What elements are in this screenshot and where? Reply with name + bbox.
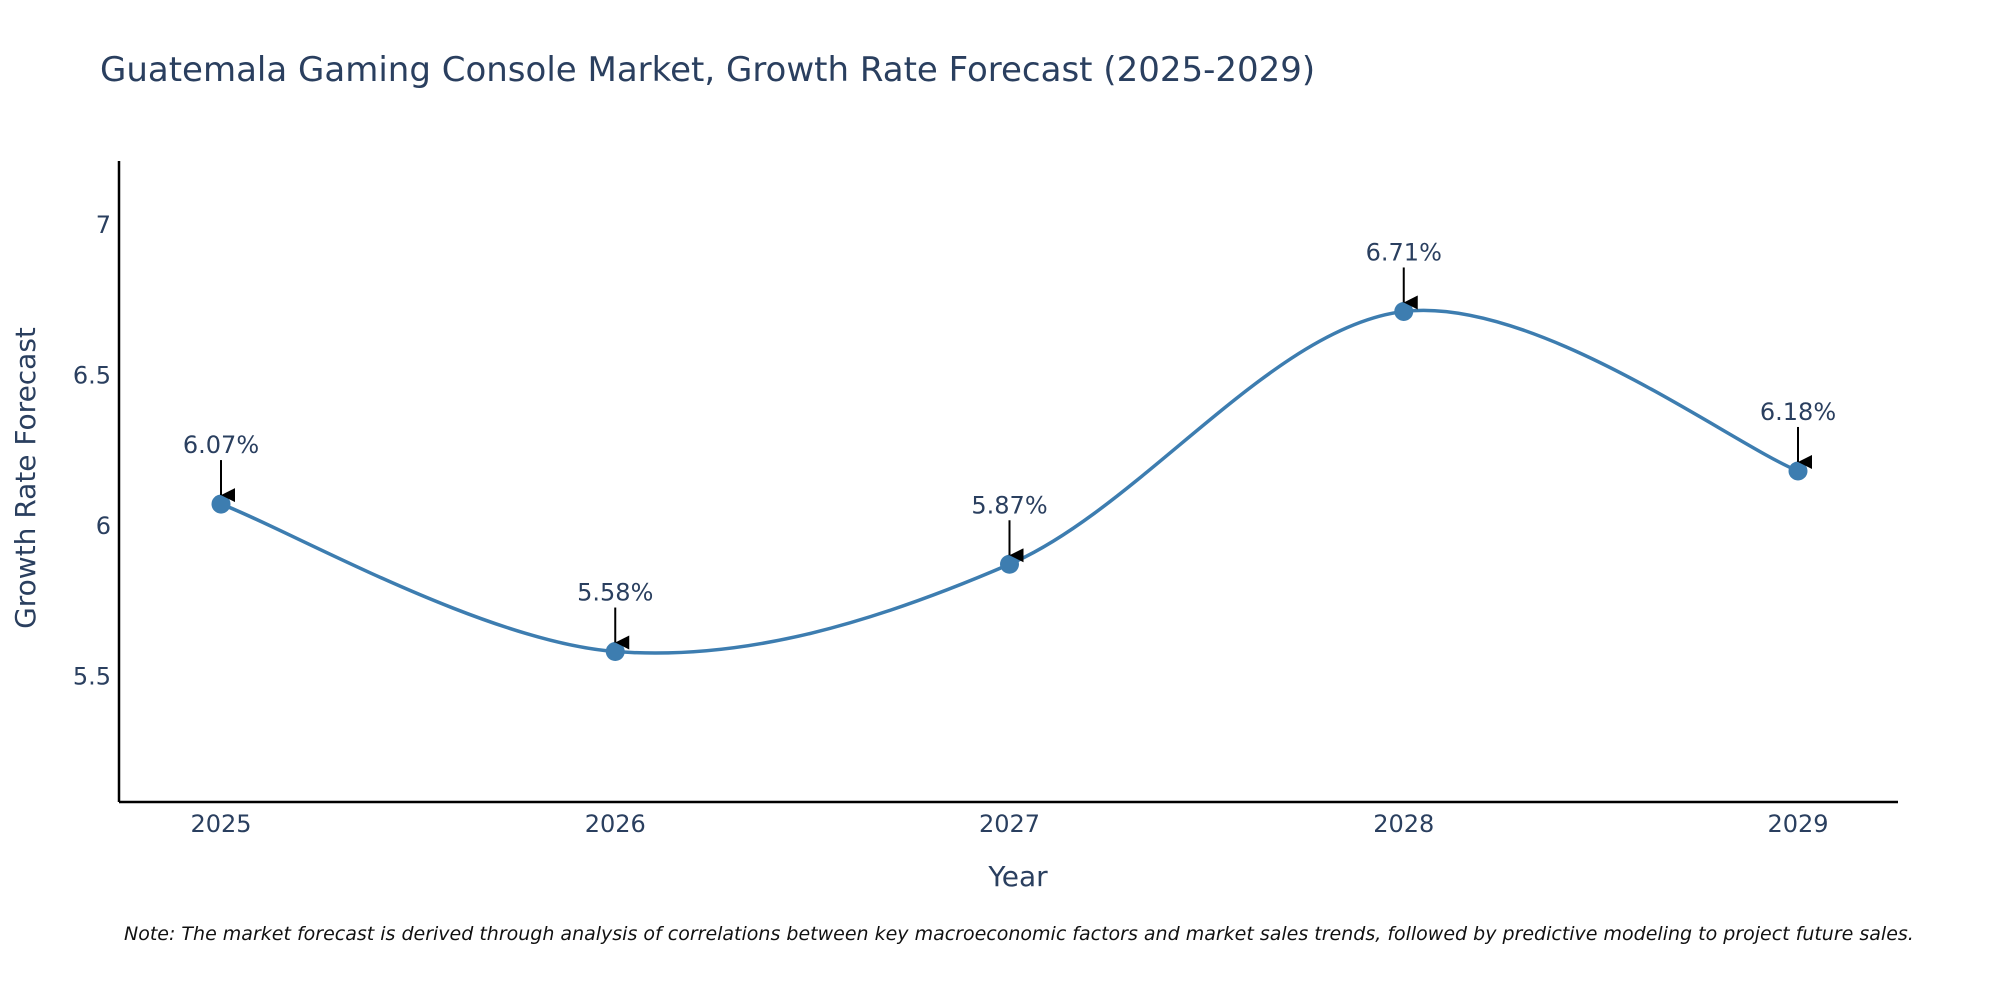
y-tick-label: 6.5 [73,362,111,390]
x-tick-label: 2027 [979,810,1040,838]
plot-area: 5.5 6 6.5 7 2025 2026 2027 2028 2029 6.07% 5.58% 5.… [73,161,1898,838]
x-tick-label: 2025 [190,810,251,838]
x-tick-label: 2026 [585,810,646,838]
data-point [1394,301,1414,321]
y-tick-label: 6 [96,512,111,540]
data-point [605,642,625,662]
y-axis-title: Growth Rate Forecast [9,327,42,629]
y-tick-label: 7 [96,211,111,239]
data-label: 5.87% [971,491,1047,519]
data-label: 6.18% [1760,398,1836,426]
series-line [220,308,1799,655]
y-tick-label: 5.5 [73,663,111,691]
footnote: Note: The market forecast is derived thr… [124,923,1914,945]
x-tick-label: 2028 [1373,810,1434,838]
data-label: 6.07% [183,431,259,459]
data-label: 5.58% [577,579,653,607]
data-point [1788,461,1808,481]
chart-title: Guatemala Gaming Console Market, Growth … [100,50,1315,90]
x-tick-label: 2029 [1767,810,1828,838]
data-label: 6.71% [1366,238,1442,266]
data-point [211,494,231,514]
data-point [1000,554,1019,574]
x-axis-title: Year [987,860,1048,893]
